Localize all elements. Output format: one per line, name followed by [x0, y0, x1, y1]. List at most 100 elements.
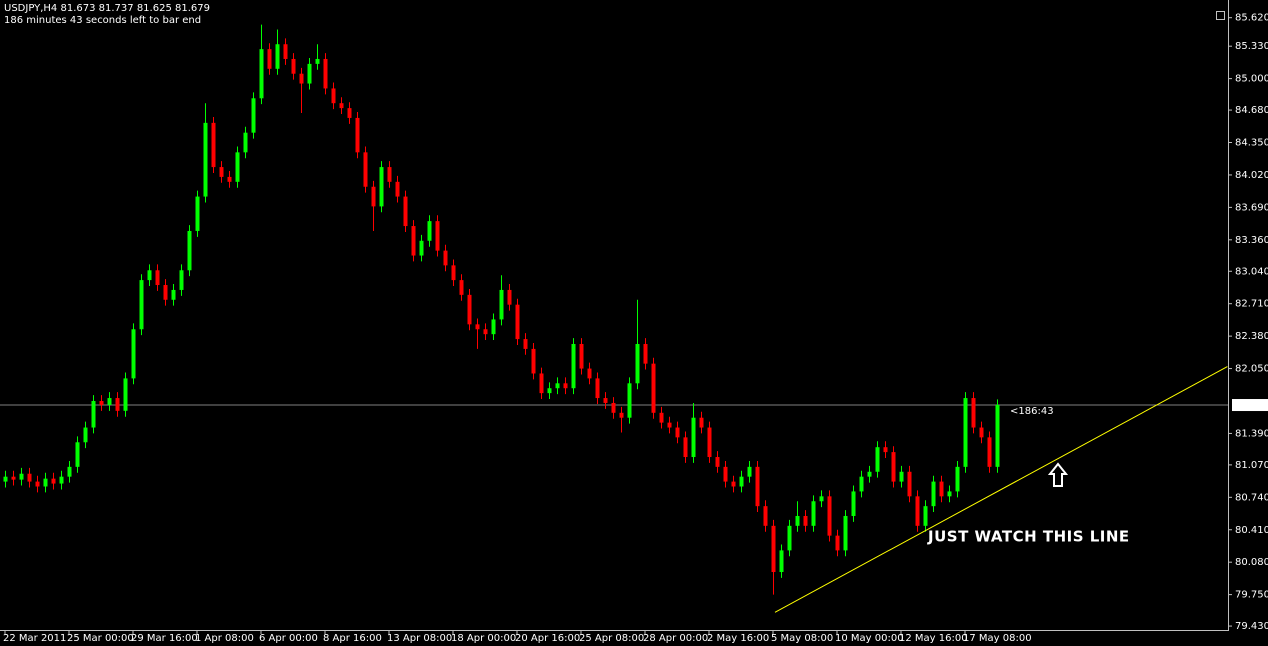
candle-body: [979, 427, 984, 438]
x-tick-label: 17 May 08:00: [963, 633, 1032, 644]
candle-body: [115, 398, 120, 411]
candle-body: [411, 226, 416, 256]
candle-body: [19, 473, 24, 480]
candle-body: [475, 324, 480, 330]
candle-body: [899, 471, 904, 482]
candle-body: [291, 58, 296, 74]
y-tick-label: 79.430: [1235, 621, 1268, 632]
candle-body: [819, 496, 824, 502]
candle-body: [371, 186, 376, 207]
x-tick-label: 2 May 16:00: [707, 633, 769, 644]
candle-body: [667, 422, 672, 428]
candle-body: [163, 285, 168, 300]
candle-body: [843, 515, 848, 551]
candle-body: [715, 457, 720, 467]
plot-area: [0, 24, 1228, 613]
candle-body: [435, 221, 440, 251]
candle-body: [739, 476, 744, 487]
candle-body: [699, 417, 704, 428]
candle-body: [51, 478, 56, 484]
annotation: JUST WATCH THIS LINE: [927, 528, 1130, 546]
chart-subtitle: 186 minutes 43 seconds left to bar end: [4, 15, 201, 26]
candle-body: [155, 270, 160, 286]
x-tick-label: 6 Apr 00:00: [259, 633, 318, 644]
candle-body: [323, 58, 328, 89]
candle-body: [451, 265, 456, 281]
candle-body: [859, 476, 864, 492]
candle-body: [531, 348, 536, 374]
candle-body: [659, 412, 664, 423]
x-tick-label: 1 Apr 08:00: [195, 633, 254, 644]
y-tick-label: 83.360: [1235, 235, 1268, 246]
candle-body: [603, 398, 608, 403]
y-tick-label: 84.020: [1235, 170, 1268, 181]
candle-body: [211, 122, 216, 168]
candle-body: [3, 476, 8, 482]
candle-body: [643, 343, 648, 364]
y-tick-label: 85.620: [1235, 13, 1268, 24]
candle-body: [779, 550, 784, 573]
candle-body: [755, 466, 760, 507]
candle-body: [851, 491, 856, 516]
candle-body: [243, 132, 248, 153]
candle-body: [795, 515, 800, 526]
candle-body: [483, 329, 488, 335]
candle-body: [515, 304, 520, 340]
x-tick-label: 20 Apr 16:00: [515, 633, 580, 644]
candle-body: [179, 270, 184, 290]
candle-body: [275, 44, 280, 69]
candle-body: [379, 167, 384, 207]
y-tick-label: 83.040: [1235, 266, 1268, 277]
last-price-label: 81.679: [1235, 400, 1268, 411]
candle-body: [891, 452, 896, 482]
chart-shift-icon: [1216, 11, 1225, 20]
candle-body: [955, 466, 960, 492]
x-tick-label: 22 Mar 2011: [3, 633, 66, 644]
candle-body: [315, 58, 320, 64]
candle-body: [555, 383, 560, 389]
candle-body: [595, 378, 600, 399]
candle-body: [611, 402, 616, 413]
candle-body: [35, 481, 40, 487]
bar-timer: <186:43: [1010, 406, 1054, 417]
y-tick-label: 80.410: [1235, 525, 1268, 536]
candle-body: [939, 481, 944, 497]
candle-body: [235, 152, 240, 182]
last-price-box: [1232, 399, 1268, 412]
x-tick-label: 25 Mar 00:00: [67, 633, 134, 644]
candle-body: [67, 466, 72, 477]
candle-body: [763, 506, 768, 526]
candle-body: [491, 319, 496, 335]
y-tick-label: 81.390: [1235, 428, 1268, 439]
candle-body: [307, 63, 312, 84]
candle-body: [27, 473, 32, 482]
candle-body: [731, 481, 736, 487]
candle-body: [139, 280, 144, 330]
x-tick-label: 13 Apr 08:00: [387, 633, 452, 644]
y-tick-label: 80.080: [1235, 557, 1268, 568]
candle-body: [75, 442, 80, 467]
candle-body: [579, 343, 584, 369]
candle-body: [91, 400, 96, 428]
candle-body: [187, 230, 192, 271]
candle-body: [867, 471, 872, 477]
y-tick-label: 85.330: [1235, 41, 1268, 52]
candle-body: [811, 501, 816, 526]
x-tick-label: 28 Apr 00:00: [643, 633, 708, 644]
candle-body: [339, 103, 344, 109]
candle-body: [195, 196, 200, 231]
candle-body: [227, 176, 232, 182]
candle-body: [547, 388, 552, 394]
arrow: [1047, 462, 1069, 487]
candle-body: [691, 417, 696, 458]
candle-body: [923, 506, 928, 526]
candle-body: [635, 343, 640, 384]
candle-body: [443, 250, 448, 266]
candle-body: [987, 437, 992, 467]
x-tick-label: 8 Apr 16:00: [323, 633, 382, 644]
candle-body: [651, 363, 656, 413]
x-tick-label: 5 May 08:00: [771, 633, 833, 644]
x-tick-label: 18 Apr 00:00: [451, 633, 516, 644]
candle-body: [627, 383, 632, 418]
